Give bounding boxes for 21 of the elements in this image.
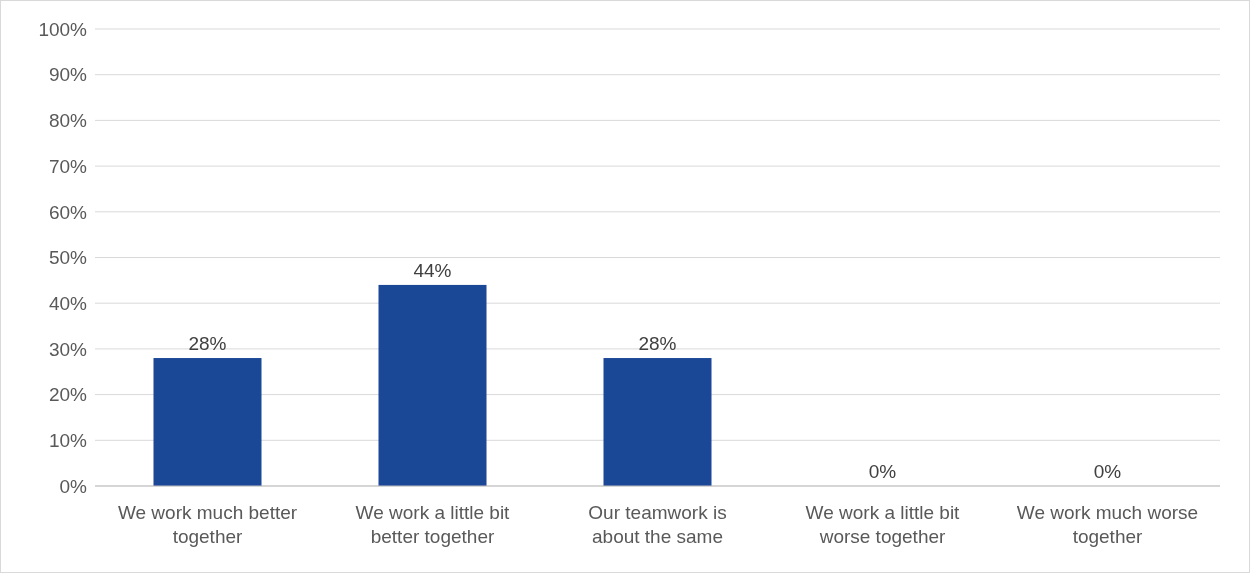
y-tick-label: 20% [48,384,88,406]
y-tick-label: 0% [59,475,88,497]
x-tick-label: We work much better together [117,502,298,547]
data-label: 0% [1093,461,1122,482]
x-tick-label: We work much worse together [1016,502,1199,547]
x-tick-label: We work a little bit better together [355,502,511,547]
y-tick-label: 50% [48,247,88,269]
y-tick-label: 80% [48,110,88,132]
data-label: 0% [868,461,897,482]
data-label: 28% [638,333,677,355]
y-tick-label: 40% [48,292,88,314]
x-tick-label: We work a little bit worse together [805,502,961,547]
y-tick-label: 100% [38,18,88,40]
data-label: 28% [188,333,227,355]
data-label: 44% [413,259,452,281]
y-tick-label: 60% [48,201,88,223]
y-tick-label: 70% [48,155,88,177]
y-tick-label: 90% [48,64,88,86]
x-tick-label: Our teamwork is about the same [588,502,727,547]
y-tick-label: 30% [48,338,88,360]
y-tick-label: 10% [48,430,88,452]
